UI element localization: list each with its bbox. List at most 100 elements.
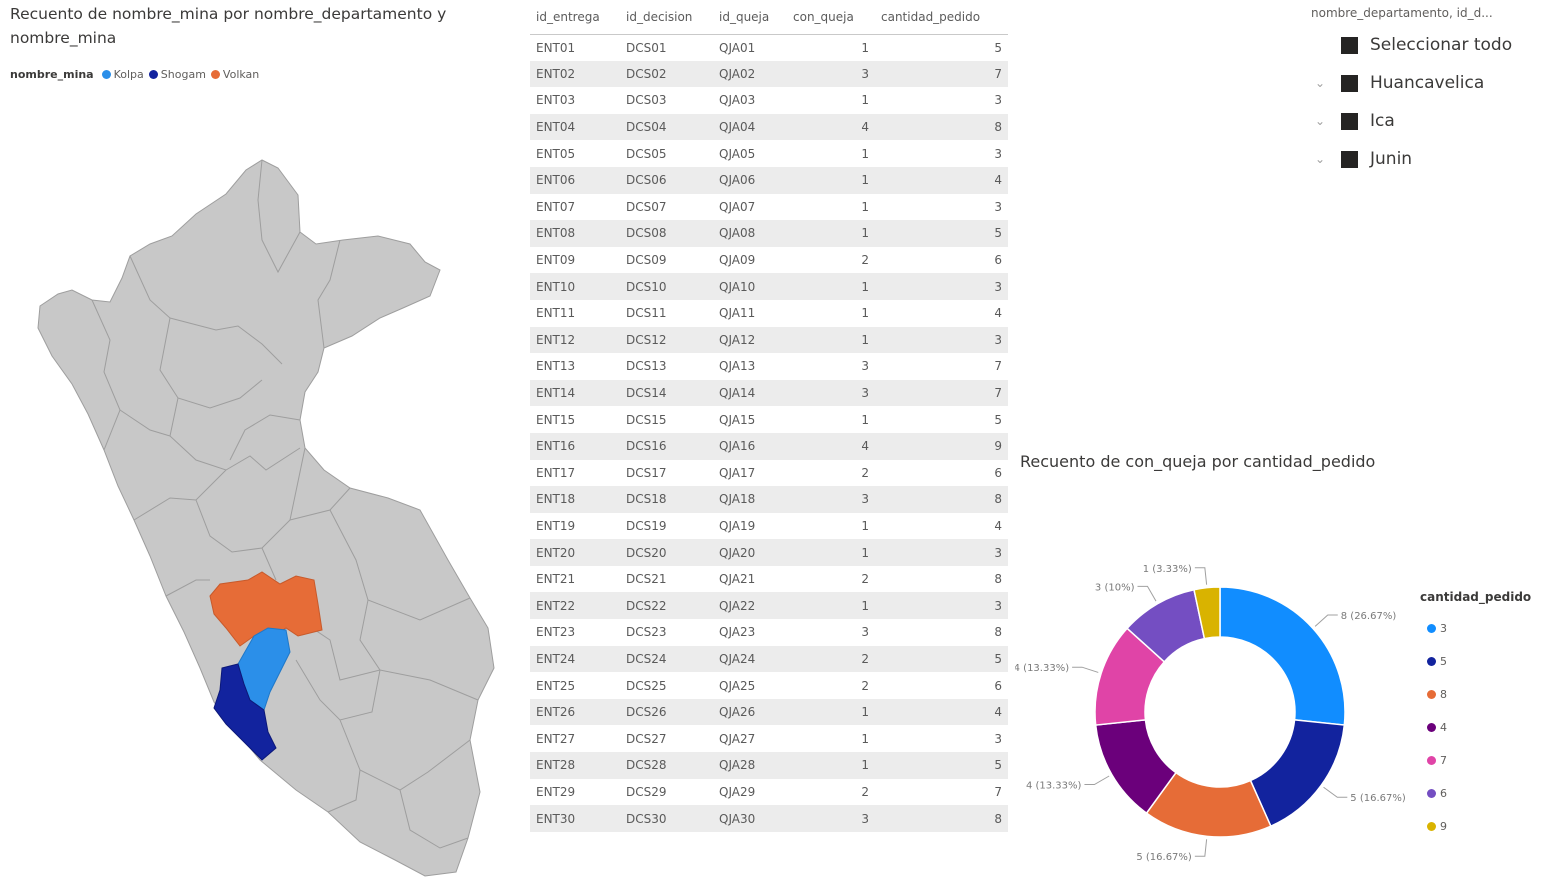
table-cell: QJA13 bbox=[719, 359, 756, 374]
table-cell: 1 bbox=[787, 539, 875, 566]
table-row[interactable]: ENT16 DCS16 QJA16 4 9 bbox=[530, 432, 1008, 460]
table-cell: DCS06 bbox=[620, 166, 713, 194]
donut-slice-5[interactable] bbox=[1249, 719, 1346, 828]
table-cell: 4 bbox=[787, 432, 875, 460]
donut-legend-item-4[interactable]: 4 bbox=[1420, 711, 1551, 744]
table-cell: DCS05 bbox=[626, 146, 667, 161]
donut-legend: cantidad_pedido 3 5 8 4 7 6 9 bbox=[1420, 590, 1551, 843]
legend-dot-icon bbox=[148, 69, 158, 79]
donut-slice-9[interactable] bbox=[1193, 586, 1221, 640]
table-row[interactable]: ENT15 DCS15 QJA15 1 5 bbox=[530, 406, 1008, 433]
donut-data-label: 4 (13.33%) bbox=[1015, 663, 1069, 674]
donut-legend-item-8[interactable]: 8 bbox=[1420, 678, 1551, 711]
table-row[interactable]: ENT06 DCS06 QJA06 1 4 bbox=[530, 166, 1008, 194]
table-row[interactable]: ENT30 DCS30 QJA30 3 8 bbox=[530, 805, 1008, 832]
column-header-cantidad-pedido[interactable]: cantidad_pedido bbox=[875, 0, 1008, 35]
table-row[interactable]: ENT12 DCS12 QJA12 1 3 bbox=[530, 326, 1008, 354]
region-shogam[interactable] bbox=[213, 663, 277, 761]
column-header-id-entrega[interactable]: id_entrega bbox=[530, 0, 620, 35]
table-row[interactable]: ENT02 DCS02 QJA02 3 7 bbox=[530, 60, 1008, 88]
table-row[interactable]: ENT21 DCS21 QJA21 2 8 bbox=[530, 566, 1008, 593]
table-cell: QJA22 bbox=[713, 592, 787, 620]
table-cell: DCS29 bbox=[626, 784, 667, 799]
table-cell: DCS10 bbox=[620, 273, 713, 300]
table-row[interactable]: ENT03 DCS03 QJA03 1 3 bbox=[530, 87, 1008, 114]
table-row[interactable]: ENT23 DCS23 QJA23 3 8 bbox=[530, 619, 1008, 646]
map-legend-item-kolpa[interactable]: Kolpa bbox=[101, 68, 144, 81]
donut-data-label: 5 (16.67%) bbox=[1350, 793, 1406, 804]
table-cell: DCS12 bbox=[620, 326, 713, 354]
map-legend-item-volkan[interactable]: Volkan bbox=[210, 68, 259, 81]
region-kolpa[interactable] bbox=[237, 627, 291, 711]
column-header-id-decision[interactable]: id_decision bbox=[620, 0, 713, 35]
table-row[interactable]: ENT22 DCS22 QJA22 1 3 bbox=[530, 592, 1008, 620]
table-row[interactable]: ENT26 DCS26 QJA26 1 4 bbox=[530, 698, 1008, 726]
table-cell: ENT13 bbox=[536, 359, 576, 374]
table-cell: QJA05 bbox=[719, 146, 756, 161]
table-row[interactable]: ENT07 DCS07 QJA07 1 3 bbox=[530, 194, 1008, 221]
table-row[interactable]: ENT08 DCS08 QJA08 1 5 bbox=[530, 220, 1008, 247]
table-row[interactable]: ENT25 DCS25 QJA25 2 6 bbox=[530, 672, 1008, 699]
region-volkan[interactable] bbox=[209, 571, 323, 647]
table-row[interactable]: ENT05 DCS05 QJA05 1 3 bbox=[530, 140, 1008, 167]
donut-slice-3[interactable] bbox=[1219, 586, 1346, 726]
table-cell: 3 bbox=[994, 93, 1002, 108]
column-header-con-queja[interactable]: con_queja bbox=[787, 0, 875, 35]
column-header-id-queja[interactable]: id_queja bbox=[713, 0, 787, 35]
table-cell: QJA04 bbox=[713, 113, 787, 141]
table-cell: QJA23 bbox=[719, 625, 756, 640]
table-cell: QJA25 bbox=[719, 678, 756, 693]
table-body: ENT01 DCS01 QJA01 1 5 ENT02 DCS02 QJA02 3 7 ENT03 D… bbox=[530, 34, 1008, 832]
map-legend-item-shogam[interactable]: Shogam bbox=[148, 68, 206, 81]
table-cell: 1 bbox=[861, 146, 869, 161]
table-cell: 3 bbox=[787, 379, 875, 407]
checkbox-checked-icon[interactable] bbox=[1341, 36, 1358, 54]
donut-legend-item-6[interactable]: 6 bbox=[1420, 777, 1551, 810]
table-cell: 6 bbox=[994, 253, 1002, 268]
table-cell: ENT02 bbox=[530, 60, 620, 88]
table-row[interactable]: ENT01 DCS01 QJA01 1 5 bbox=[530, 34, 1008, 61]
table-row[interactable]: ENT29 DCS29 QJA29 2 7 bbox=[530, 779, 1008, 806]
slicer-item-junin[interactable]: ⌄ Junin bbox=[1305, 140, 1545, 178]
donut-leader-line bbox=[1314, 614, 1338, 627]
table-row[interactable]: ENT28 DCS28 QJA28 1 5 bbox=[530, 752, 1008, 779]
donut-legend-item-5[interactable]: 5 bbox=[1420, 645, 1551, 678]
table-cell: 5 bbox=[875, 752, 1008, 779]
chevron-down-icon[interactable]: ⌄ bbox=[1314, 114, 1326, 128]
slicer-item-ica[interactable]: ⌄ Ica bbox=[1305, 102, 1545, 140]
checkbox-checked-icon[interactable] bbox=[1341, 150, 1358, 168]
slicer-item-huancavelica[interactable]: ⌄ Huancavelica bbox=[1305, 64, 1545, 102]
table-row[interactable]: ENT19 DCS19 QJA19 1 4 bbox=[530, 513, 1008, 540]
table-row[interactable]: ENT09 DCS09 QJA09 2 6 bbox=[530, 247, 1008, 274]
table-cell: DCS14 bbox=[620, 379, 713, 407]
table-row[interactable]: ENT17 DCS17 QJA17 2 6 bbox=[530, 460, 1008, 487]
table-cell: ENT19 bbox=[536, 518, 576, 533]
slicer-item-label: Huancavelica bbox=[1370, 73, 1485, 93]
checkbox-checked-icon[interactable] bbox=[1341, 74, 1358, 92]
donut-legend-label: 8 bbox=[1440, 688, 1447, 701]
table-row[interactable]: ENT24 DCS24 QJA24 2 5 bbox=[530, 645, 1008, 673]
chevron-down-icon[interactable]: ⌄ bbox=[1314, 152, 1326, 166]
table-cell: 3 bbox=[861, 359, 869, 374]
donut-legend-item-9[interactable]: 9 bbox=[1420, 810, 1551, 843]
table-row[interactable]: ENT18 DCS18 QJA18 3 8 bbox=[530, 486, 1008, 513]
table-row[interactable]: ENT04 DCS04 QJA04 4 8 bbox=[530, 113, 1008, 141]
table-row[interactable]: ENT10 DCS10 QJA10 1 3 bbox=[530, 273, 1008, 300]
table-row[interactable]: ENT14 DCS14 QJA14 3 7 bbox=[530, 379, 1008, 407]
donut-legend-label: 6 bbox=[1440, 787, 1447, 800]
slicer-item-select-all[interactable]: Seleccionar todo bbox=[1305, 26, 1545, 64]
table-cell: ENT04 bbox=[530, 113, 620, 141]
checkbox-checked-icon[interactable] bbox=[1341, 112, 1358, 130]
donut-title: Recuento de con_queja por cantidad_pedid… bbox=[1020, 452, 1376, 471]
table-cell: 4 bbox=[787, 113, 875, 141]
donut-leader-line bbox=[1194, 839, 1208, 857]
donut-legend-item-7[interactable]: 7 bbox=[1420, 744, 1551, 777]
table-cell: DCS02 bbox=[620, 60, 713, 88]
table-row[interactable]: ENT13 DCS13 QJA13 3 7 bbox=[530, 353, 1008, 380]
donut-legend-item-3[interactable]: 3 bbox=[1420, 612, 1551, 645]
table-cell: 8 bbox=[875, 113, 1008, 141]
table-row[interactable]: ENT20 DCS20 QJA20 1 3 bbox=[530, 539, 1008, 566]
table-row[interactable]: ENT11 DCS11 QJA11 1 4 bbox=[530, 300, 1008, 327]
table-row[interactable]: ENT27 DCS27 QJA27 1 3 bbox=[530, 725, 1008, 752]
chevron-down-icon[interactable]: ⌄ bbox=[1314, 76, 1326, 90]
